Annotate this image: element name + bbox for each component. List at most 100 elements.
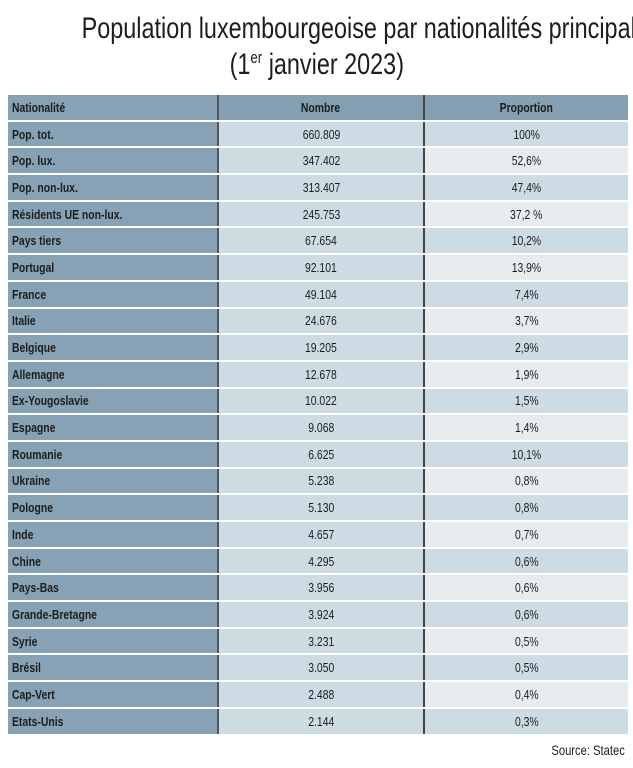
count-cell-text: 9.068	[307, 420, 335, 436]
proportion-cell: 10,2%	[424, 227, 628, 256]
population-table: Nationalité Nombre Proportion Pop. tot. 6…	[8, 95, 628, 736]
nationality-cell: Espagne	[8, 414, 219, 442]
proportion-cell: 0,8%	[424, 494, 628, 522]
count-cell: 660.809	[218, 120, 425, 149]
proportion-cell: 10,1%	[424, 440, 628, 469]
count-cell: 5.130	[218, 494, 425, 522]
nationality-cell: Belgique	[8, 334, 219, 362]
table-row: Ukraine 5.238 0,8%	[8, 467, 628, 496]
proportion-cell: 100%	[424, 120, 628, 149]
count-cell: 19.205	[218, 334, 425, 362]
count-cell-text: 2.488	[307, 686, 335, 702]
nationality-cell-text: Pop. non-lux.	[12, 179, 78, 195]
table-body: Pop. tot. 660.809 100% Pop. lux. 347.402 52,6…	[8, 120, 628, 736]
count-cell: 3.231	[218, 627, 425, 656]
nationality-cell-text: Allemagne	[12, 366, 65, 382]
proportion-cell-text: 1,4%	[514, 420, 539, 436]
proportion-cell: 13,9%	[424, 254, 628, 282]
count-cell-text: 10.022	[305, 393, 337, 409]
nationality-cell: Pologne	[8, 494, 219, 522]
count-cell-text: 4.295	[307, 553, 335, 569]
proportion-cell-text: 37,2 %	[510, 206, 543, 222]
proportion-cell-text: 1,5%	[514, 393, 539, 409]
table-row: Espagne 9.068 1,4%	[8, 414, 628, 442]
proportion-cell-text: 100%	[513, 126, 540, 142]
proportion-cell-text: 0,4%	[514, 686, 539, 702]
nationality-cell-text: Espagne	[12, 420, 56, 436]
nationality-cell-text: Brésil	[12, 660, 41, 676]
count-cell: 9.068	[218, 414, 425, 442]
count-cell-text: 347.402	[302, 153, 340, 169]
count-cell-text: 19.205	[305, 340, 337, 356]
proportion-cell: 0,8%	[424, 467, 628, 496]
title-text: Population luxembourgeoise par nationali…	[81, 12, 633, 45]
proportion-cell: 7,4%	[424, 280, 628, 309]
proportion-cell-text: 2,9%	[514, 340, 539, 356]
nationality-cell-text: Etats-Unis	[12, 713, 64, 729]
count-cell: 10.022	[218, 387, 425, 416]
nationality-cell: Ex-Yougoslavie	[8, 387, 219, 416]
proportion-cell: 0,6%	[424, 547, 628, 576]
count-cell-text: 245.753	[302, 206, 340, 222]
nationality-cell: Italie	[8, 307, 219, 336]
nationality-cell: Etats-Unis	[8, 707, 219, 736]
table-row: Cap-Vert 2.488 0,4%	[8, 681, 628, 709]
proportion-cell-text: 3,7%	[514, 313, 539, 329]
proportion-cell-text: 0,6%	[514, 606, 539, 622]
proportion-cell: 0,7%	[424, 521, 628, 549]
nationality-cell-text: Belgique	[12, 340, 56, 356]
proportion-cell: 0,6%	[424, 601, 628, 629]
nationality-cell: Roumanie	[8, 440, 219, 469]
table-row: Allemagne 12.678 1,9%	[8, 360, 628, 389]
nationality-cell: Brésil	[8, 654, 219, 683]
nationality-cell: Syrie	[8, 627, 219, 656]
proportion-cell-text: 0,3%	[514, 713, 539, 729]
header-label: Nombre	[301, 99, 341, 115]
proportion-cell-text: 52,6%	[511, 153, 542, 169]
nationality-cell: Pays tiers	[8, 227, 219, 256]
proportion-cell-text: 13,9%	[511, 259, 542, 275]
proportion-cell: 52,6%	[424, 147, 628, 176]
nationality-cell-text: Inde	[12, 526, 34, 542]
nationality-cell: Pop. non-lux.	[8, 174, 219, 202]
nationality-cell-text: Grande-Bretagne	[12, 606, 97, 622]
table-row: Syrie 3.231 0,5%	[8, 627, 628, 656]
count-cell-text: 4.657	[307, 526, 335, 542]
count-cell: 6.625	[218, 440, 425, 469]
count-cell: 12.678	[218, 360, 425, 389]
count-cell: 4.295	[218, 547, 425, 576]
title-date-suffix: janvier 2023)	[261, 48, 404, 81]
count-cell: 245.753	[218, 200, 425, 229]
nationality-cell-text: Roumanie	[12, 446, 63, 462]
proportion-cell-text: 0,8%	[514, 473, 539, 489]
source-note: Source: Statec	[533, 742, 625, 758]
table-row: Pop. tot. 660.809 100%	[8, 120, 628, 149]
nationality-cell: Inde	[8, 521, 219, 549]
nationality-cell-text: Cap-Vert	[12, 686, 55, 702]
proportion-cell-text: 47,4%	[511, 179, 542, 195]
proportion-cell-text: 10,1%	[511, 446, 542, 462]
proportion-cell-text: 0,6%	[514, 580, 539, 596]
proportion-cell: 37,2 %	[424, 200, 628, 229]
count-cell: 92.101	[218, 254, 425, 282]
count-cell: 24.676	[218, 307, 425, 336]
count-cell: 67.654	[218, 227, 425, 256]
title-line-2: (1er janvier 2023)	[0, 48, 633, 82]
table-header-row: Nationalité Nombre Proportion	[8, 95, 628, 122]
proportion-cell: 0,3%	[424, 707, 628, 736]
count-cell-text: 6.625	[307, 446, 335, 462]
header-nationalite: Nationalité	[8, 95, 219, 122]
proportion-cell: 47,4%	[424, 174, 628, 202]
count-cell: 313.407	[218, 174, 425, 202]
table-row: Chine 4.295 0,6%	[8, 547, 628, 576]
table-row: Inde 4.657 0,7%	[8, 521, 628, 549]
count-cell-text: 5.130	[307, 500, 335, 516]
count-cell-text: 3.956	[307, 580, 335, 596]
title-line-1: Population luxembourgeoise par nationali…	[0, 12, 633, 46]
header-label: Nationalité	[12, 99, 66, 115]
table-row: Pologne 5.130 0,8%	[8, 494, 628, 522]
nationality-cell: Résidents UE non-lux.	[8, 200, 219, 229]
nationality-cell-text: Italie	[12, 313, 36, 329]
nationality-cell-text: Résidents UE non-lux.	[12, 206, 123, 222]
count-cell-text: 313.407	[302, 179, 340, 195]
